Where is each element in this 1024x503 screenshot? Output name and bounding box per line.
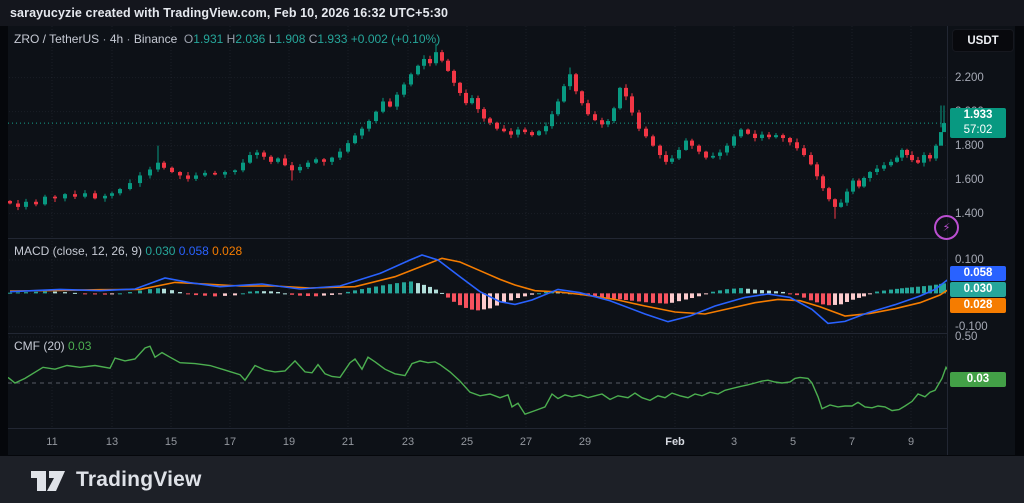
last-price: 1.933 (963, 109, 993, 122)
axis-tick-label: 2.200 (955, 71, 984, 84)
close-letter: C (308, 32, 318, 46)
symbol-header: ZRO / TetherUS · 4h · Binance O1.931 H2.… (14, 32, 440, 46)
macd-pane[interactable]: MACD (close, 12, 26, 9) 0.030 0.058 0.02… (0, 238, 947, 333)
exchange-label[interactable]: Binance (133, 32, 178, 46)
attribution-bar: sarayucyzie created with TradingView.com… (0, 0, 1024, 26)
time-tick-label: 9 (907, 436, 915, 448)
macd-title[interactable]: MACD (close, 12, 26, 9) (14, 244, 143, 258)
time-tick-label: 25 (460, 436, 474, 448)
axis-value-label: 0.030 (950, 282, 1006, 298)
axis-value-label: 0.058 (950, 266, 1006, 282)
change-label: +0.002 (+0.10%) (350, 32, 441, 46)
brand-wordmark[interactable]: TradingView (76, 467, 202, 491)
currency-button[interactable]: USDT (952, 29, 1014, 52)
candlestick-chart-canvas[interactable] (0, 26, 947, 238)
axis-tick-label: 0.50 (955, 330, 978, 343)
time-tick-label: 17 (223, 436, 237, 448)
left-margin (0, 26, 8, 455)
footer-bar: TradingView (0, 455, 1024, 503)
tradingview-logo-icon[interactable] (30, 467, 66, 493)
macd-chart-canvas[interactable] (0, 238, 947, 333)
axis-value-label: 0.028 (950, 298, 1006, 314)
price-axis[interactable]: 2.2002.0001.8001.6001.4000.100-0.1000.50… (947, 26, 1024, 455)
time-tick-label: 19 (282, 436, 296, 448)
axis-tick-label: 0.100 (955, 254, 984, 266)
axis-tick-label: -0.100 (955, 320, 988, 333)
right-margin (1015, 26, 1024, 455)
time-tick-label: 29 (578, 436, 592, 448)
macd-header: MACD (close, 12, 26, 9) 0.030 0.058 0.02… (14, 244, 242, 258)
high-value: 2.036 (235, 32, 266, 46)
axis-tick-label: 1.400 (955, 207, 984, 220)
time-tick-label: 23 (401, 436, 415, 448)
pane-separator[interactable] (0, 333, 1024, 334)
main-pane[interactable]: ZRO / TetherUS · 4h · Binance O1.931 H2.… (0, 26, 947, 238)
open-value: 1.931 (193, 32, 224, 46)
low-value: 1.908 (275, 32, 306, 46)
time-tick-label: 21 (341, 436, 355, 448)
time-tick-label: 7 (848, 436, 856, 448)
close-value: 1.933 (317, 32, 348, 46)
axis-tick-label: 1.800 (955, 139, 984, 152)
axis-tick-label: 1.600 (955, 173, 984, 186)
cmf-value: 0.03 (68, 339, 92, 353)
separator-dot: · (102, 32, 107, 46)
cmf-header: CMF (20) 0.03 (14, 339, 91, 353)
macd-line-value: 0.058 (178, 244, 209, 258)
bar-countdown: 57:02 (963, 124, 993, 137)
axis-value-label: 1.933 57:02 (950, 108, 1006, 139)
time-tick-label: 11 (46, 436, 58, 448)
symbol-title[interactable]: ZRO / TetherUS (14, 32, 100, 46)
axis-value-label: 0.03 (950, 372, 1006, 388)
cmf-title[interactable]: CMF (20) (14, 339, 65, 353)
time-tick-label: Feb (665, 436, 685, 448)
time-axis[interactable]: 11 13 15 17 19 21 23 25 27 29 Feb 3 5 7 9 (0, 428, 947, 455)
time-tick-label: 5 (789, 436, 797, 448)
cmf-pane[interactable]: CMF (20) 0.03 (0, 333, 947, 428)
time-tick-label: 3 (730, 436, 738, 448)
macd-hist-value: 0.030 (145, 244, 176, 258)
cmf-chart-canvas[interactable] (0, 333, 947, 428)
pane-separator[interactable] (0, 238, 1024, 239)
lightning-boost-icon[interactable]: ⚡ (934, 215, 959, 240)
open-letter: O (183, 32, 194, 46)
high-letter: H (226, 32, 236, 46)
attribution-text: sarayucyzie created with TradingView.com… (10, 6, 449, 20)
time-tick-label: 13 (105, 436, 119, 448)
separator-dot: · (126, 32, 131, 46)
low-letter: L (268, 32, 276, 46)
interval-label[interactable]: 4h (109, 32, 124, 46)
macd-signal-value: 0.028 (212, 244, 243, 258)
time-tick-label: 15 (164, 436, 178, 448)
time-tick-label: 27 (519, 436, 533, 448)
